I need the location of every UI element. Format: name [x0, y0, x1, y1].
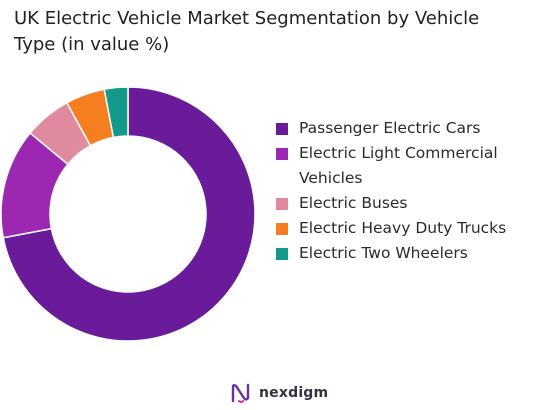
legend-item-passenger-electric-cars: Passenger Electric Cars	[276, 116, 548, 141]
legend-label: Passenger Electric Cars	[299, 119, 481, 137]
legend-swatch	[276, 148, 288, 160]
chart-title: UK Electric Vehicle Market Segmentation …	[14, 6, 534, 58]
legend-swatch	[276, 223, 288, 235]
donut-slice-electric-two-wheelers	[103, 86, 129, 139]
nexdigm-logo-icon	[231, 383, 250, 403]
legend-label: Electric Heavy Duty Trucks	[299, 219, 507, 237]
chart-legend: Passenger Electric Cars Electric Light C…	[276, 116, 548, 266]
legend-swatch	[276, 248, 288, 260]
chart-title-line-1: UK Electric Vehicle Market Segmentation …	[14, 8, 480, 29]
legend-item-electric-two-wheelers: Electric Two Wheelers	[276, 241, 548, 266]
logo-text: nexdigm	[259, 385, 329, 401]
nexdigm-logo: nexdigm	[230, 381, 328, 405]
legend-label: Electric Light Commercial Vehicles	[299, 144, 498, 187]
legend-label: Electric Two Wheelers	[299, 244, 468, 262]
legend-label: Electric Buses	[299, 194, 408, 212]
donut-slice-passenger-electric-cars	[2, 86, 256, 342]
chart-title-line-2: Type (in value %)	[14, 34, 170, 55]
legend-swatch	[276, 123, 288, 135]
legend-swatch	[276, 198, 288, 210]
legend-item-electric-buses: Electric Buses	[276, 191, 548, 216]
legend-item-electric-heavy-duty-trucks: Electric Heavy Duty Trucks	[276, 216, 548, 241]
legend-item-electric-light-commercial-vehicles: Electric Light Commercial Vehicles	[276, 141, 548, 191]
